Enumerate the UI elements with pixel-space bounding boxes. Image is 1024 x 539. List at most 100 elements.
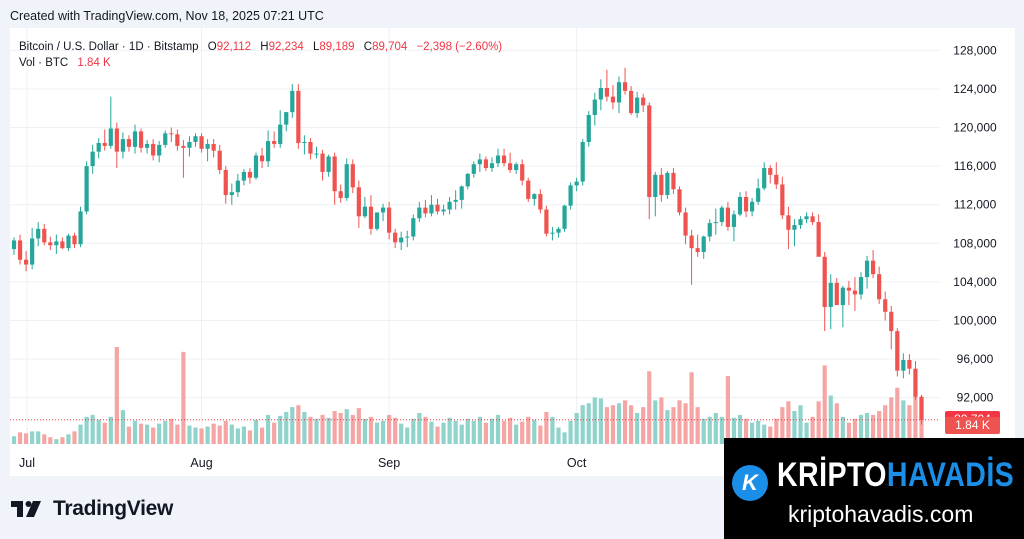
candle-body [151, 143, 156, 156]
candle-body [108, 128, 113, 146]
volume-bar [447, 417, 452, 444]
volume-bar [641, 407, 646, 444]
volume-bar [90, 414, 95, 444]
candle-body [556, 228, 561, 233]
volume-bar [544, 411, 549, 444]
brand-word-blue: HAVADİS [886, 456, 1015, 494]
legend-close-label: C [363, 41, 373, 53]
volume-bar [11, 436, 17, 444]
volume-bar [314, 418, 319, 444]
candle-body [399, 237, 404, 243]
candle-body [871, 260, 876, 275]
candle-body [296, 90, 301, 143]
candle-body [284, 112, 289, 125]
candle-body [441, 209, 446, 212]
volume-bar [858, 414, 864, 444]
volume-bar [157, 423, 162, 444]
candle-body [834, 282, 839, 306]
legend-volume-value: 1.84 K [77, 57, 111, 69]
volume-bar [743, 418, 749, 444]
volume-bar [205, 426, 210, 444]
legend-volume-row: Vol · BTC 1.84 K [19, 55, 502, 71]
volume-bar [344, 409, 349, 444]
volume-bar [362, 418, 367, 444]
candle-body [217, 150, 222, 170]
kriptohavadis-k-icon: K [732, 465, 768, 501]
candle-body [387, 207, 392, 233]
candle-body [223, 169, 228, 196]
volume-bar [707, 416, 712, 444]
candle-body [302, 142, 307, 144]
y-tick-label: 100,000 [953, 313, 997, 327]
candle-body [429, 204, 434, 214]
tradingview-logo[interactable]: TradingView [11, 497, 173, 521]
candle-body [326, 156, 331, 172]
volume-bar [816, 401, 821, 444]
volume-bar [272, 422, 277, 444]
volume-bar [72, 431, 77, 444]
volume-bar [495, 414, 501, 444]
candle-body [689, 235, 694, 249]
candle-body [126, 139, 132, 147]
candle-body [798, 219, 803, 225]
candle-body [568, 185, 573, 206]
candle-body [235, 180, 240, 193]
volume-bar [889, 397, 894, 444]
volume-bar [804, 422, 809, 444]
candle-body [229, 192, 234, 196]
volume-bar [132, 420, 138, 444]
volume-bar [60, 437, 65, 444]
candle-body [737, 197, 743, 215]
x-tick-label: Sep [378, 456, 400, 470]
chart-panel[interactable] [10, 28, 1015, 476]
volume-bar [387, 414, 392, 444]
volume-bar [780, 407, 785, 444]
volume-bar [320, 414, 325, 444]
candle-body [774, 174, 779, 185]
candle-body [514, 164, 519, 170]
candle-body [756, 188, 761, 202]
candle-body [48, 242, 53, 246]
candle-body [350, 164, 355, 188]
candle-body [24, 259, 29, 265]
candle-body [828, 282, 833, 307]
candle-body [526, 180, 531, 199]
candle-body [532, 194, 537, 199]
volume-bar [689, 372, 694, 444]
volume-bar [501, 420, 507, 444]
brand-word-white: KRİPTO [777, 456, 887, 494]
candle-body [308, 142, 313, 154]
volume-bar [895, 387, 900, 444]
volume-bar [616, 403, 622, 444]
volume-bar [199, 428, 204, 444]
candle-body [635, 97, 640, 114]
candle-body [90, 151, 95, 167]
candle-body [520, 164, 525, 181]
volume-bar [48, 437, 53, 444]
candle-body [562, 205, 567, 229]
volume-bar [532, 419, 537, 444]
legend-volume-label: Vol · BTC [19, 57, 69, 69]
candle-body [102, 142, 107, 146]
candle-body [858, 277, 864, 295]
volume-bar [326, 417, 331, 444]
candle-body [907, 360, 912, 369]
candle-body [604, 87, 609, 97]
volume-bar [368, 416, 374, 444]
candle-body [804, 216, 809, 220]
volume-bar [114, 347, 119, 444]
y-tick-label: 92,000 [957, 391, 994, 405]
candle-body [362, 206, 367, 217]
volume-bar [374, 422, 380, 444]
volume-bar [96, 419, 101, 444]
candle-body [259, 155, 265, 162]
volume-bar [229, 424, 234, 444]
candle-body [435, 204, 440, 212]
volume-bar [822, 365, 827, 444]
volume-bar [598, 398, 603, 444]
candle-body [538, 194, 543, 210]
volume-bar [151, 427, 156, 444]
candle-body [30, 238, 35, 265]
volume-bar [635, 412, 640, 444]
